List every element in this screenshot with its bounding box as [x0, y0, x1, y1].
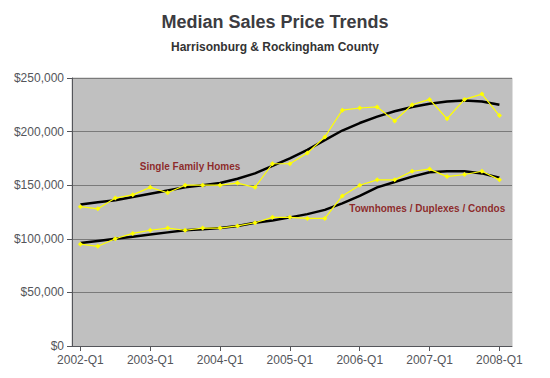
svg-text:2006-Q1: 2006-Q1	[336, 353, 383, 367]
svg-text:$200,000: $200,000	[14, 125, 64, 139]
svg-text:2004-Q1: 2004-Q1	[197, 353, 244, 367]
svg-text:$50,000: $50,000	[21, 285, 65, 299]
svg-text:2007-Q1: 2007-Q1	[406, 353, 453, 367]
svg-text:Harrisonburg & Rockingham Coun: Harrisonburg & Rockingham County	[171, 40, 379, 54]
svg-text:$250,000: $250,000	[14, 71, 64, 85]
svg-text:2002-Q1: 2002-Q1	[57, 353, 104, 367]
svg-text:Townhomes / Duplexes / Condos: Townhomes / Duplexes / Condos	[349, 203, 505, 214]
svg-text:2008-Q1: 2008-Q1	[476, 353, 523, 367]
svg-text:$0: $0	[51, 339, 65, 353]
svg-text:Single Family Homes: Single Family Homes	[140, 161, 241, 172]
svg-text:$150,000: $150,000	[14, 178, 64, 192]
svg-text:2005-Q1: 2005-Q1	[267, 353, 314, 367]
svg-text:Median Sales Price Trends: Median Sales Price Trends	[161, 12, 388, 32]
svg-text:2003-Q1: 2003-Q1	[127, 353, 174, 367]
svg-text:$100,000: $100,000	[14, 232, 64, 246]
